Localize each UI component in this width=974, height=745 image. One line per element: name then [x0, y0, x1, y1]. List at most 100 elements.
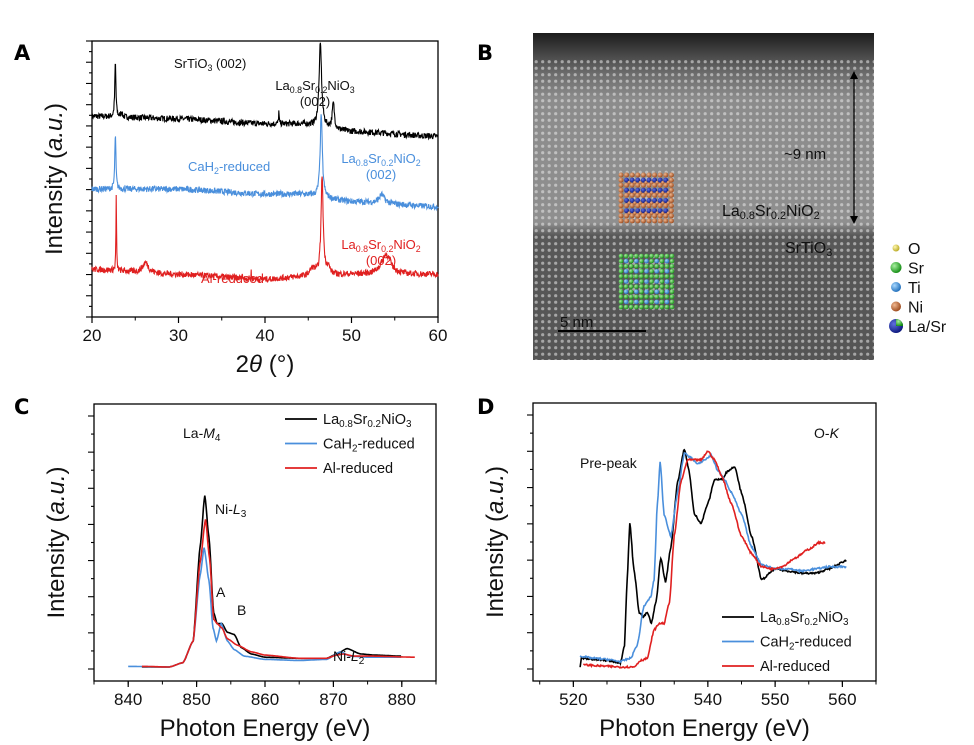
- ni-atom: [624, 203, 630, 209]
- x-tick-label: 870: [319, 690, 347, 709]
- sr-atom: [628, 304, 634, 310]
- sr-atom: [669, 284, 675, 289]
- legend-atom-label: Ni: [908, 300, 923, 317]
- ti-atom: [664, 289, 670, 295]
- text-segment: La: [341, 237, 356, 252]
- sr-atom: [654, 253, 659, 259]
- annotation-label: CaH2-reduced: [188, 159, 270, 176]
- la-sr-atom: [657, 187, 663, 193]
- ti-atom: [644, 269, 649, 274]
- y-axis-label-segment: ): [482, 466, 509, 474]
- y-axis-label-segment: ): [41, 103, 68, 111]
- ni-atom: [640, 203, 646, 209]
- ni-atom: [624, 218, 630, 224]
- la-sr-atom: [640, 208, 646, 214]
- ni-atom: [629, 192, 635, 198]
- x-axis-label-segment: (°): [262, 351, 294, 378]
- text-segment: CaH: [323, 437, 352, 453]
- legend-atom-label: La/Sr: [908, 319, 947, 336]
- text-segment: CaH: [188, 159, 214, 174]
- sr-atom: [628, 269, 634, 274]
- ti-atom: [644, 258, 649, 264]
- sr-atom: [618, 304, 624, 310]
- film-label: La0.8Sr0.2NiO2: [722, 203, 820, 222]
- ti-atom: [623, 269, 629, 274]
- text-segment: -reduced: [219, 159, 270, 174]
- sr-atom: [644, 304, 649, 310]
- sr-atom: [659, 284, 665, 289]
- sr-atom: [649, 284, 654, 289]
- sr-atom: [669, 279, 675, 284]
- ni-atom: [618, 172, 624, 178]
- sr-atom: [639, 263, 644, 269]
- la-sr-atom: [657, 208, 663, 214]
- la-sr-atom: [635, 208, 641, 214]
- sr-atom: [669, 299, 675, 305]
- ni-atom: [668, 208, 674, 214]
- ni-atom: [618, 192, 624, 198]
- substrate-structure-overlay: [618, 253, 675, 310]
- ni-atom: [646, 218, 652, 224]
- scale-bar-label: 5 nm: [560, 314, 593, 331]
- text-segment: SrTiO: [174, 56, 207, 71]
- substrate-label: SrTiO3: [785, 240, 832, 259]
- sr-atom: [644, 274, 649, 279]
- sr-atom: [623, 294, 629, 300]
- sr-atom: [634, 263, 639, 269]
- text-segment: NiO: [393, 237, 415, 252]
- ni-atom: [668, 172, 674, 178]
- ni-atom: [663, 218, 669, 224]
- la-sr-atom: [652, 177, 658, 183]
- text-segment: Sr: [353, 412, 368, 428]
- ni-atom: [635, 203, 641, 209]
- ti-atom: [623, 258, 629, 264]
- subscript: 3: [406, 419, 412, 430]
- text-segment: -reduced: [358, 437, 415, 453]
- ni-atom: [663, 192, 669, 198]
- text-segment: Sr: [755, 203, 772, 220]
- y-axis-label-segment: Intensity (: [43, 514, 70, 618]
- text-segment: NiO: [786, 203, 814, 220]
- ni-atom: [646, 192, 652, 198]
- legend-atom-label: Ti: [908, 280, 921, 297]
- sr-atom: [669, 304, 675, 310]
- sr-atom: [649, 304, 654, 310]
- series-line-cah2: [91, 114, 439, 212]
- annotation-label: La0.8Sr0.2NiO3: [275, 78, 354, 95]
- sr-atom: [669, 258, 675, 264]
- annotation-italic: K: [830, 425, 840, 441]
- annotation-italic: M: [203, 425, 215, 441]
- legend-label: CaH2-reduced: [760, 635, 852, 653]
- text-segment: La: [760, 610, 777, 626]
- ni-atom: [652, 172, 658, 178]
- ni-atom: [640, 213, 646, 219]
- sr-atom: [664, 304, 670, 310]
- series-line-cah2: [128, 547, 402, 668]
- text-segment: NiO: [381, 412, 406, 428]
- sr-atom: [649, 294, 654, 300]
- ni-atom: [663, 213, 669, 219]
- la-sr-atom: [652, 187, 658, 193]
- ni-atom: [635, 218, 641, 224]
- ti-atom: [664, 299, 670, 305]
- x-axis-label: Photon Energy (eV): [599, 715, 810, 742]
- sr-atom: [639, 304, 644, 310]
- sr-atom: [623, 253, 629, 259]
- sr-atom: [628, 299, 634, 305]
- sr-atom: [623, 263, 629, 269]
- sr-atom: [639, 299, 644, 305]
- subscript: 3: [207, 63, 212, 73]
- subscript: 3: [241, 509, 247, 520]
- ti-atom: [634, 269, 639, 274]
- annotation-segment: La-: [183, 425, 204, 441]
- sr-atom: [644, 294, 649, 300]
- ni-atom: [668, 213, 674, 219]
- ni-atom: [640, 172, 646, 178]
- ni-atom: [618, 203, 624, 209]
- x-axis-label: 2θ (°): [236, 351, 295, 378]
- ti-atom: [644, 279, 649, 284]
- sr-atom: [628, 284, 634, 289]
- sr-atom: [618, 269, 624, 274]
- annotation-label: Al-reduced: [201, 271, 264, 286]
